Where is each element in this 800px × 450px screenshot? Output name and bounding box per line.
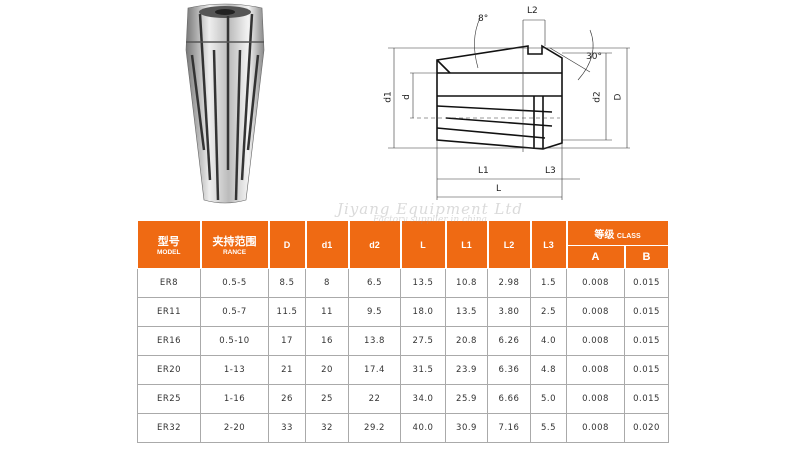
cell-class-a: 0.008 bbox=[566, 268, 625, 298]
header-class-b: B bbox=[624, 245, 670, 269]
header-L3: L3 bbox=[530, 220, 568, 269]
cell-L3: 5.5 bbox=[530, 413, 567, 443]
cell-L: 13.5 bbox=[400, 268, 446, 298]
label-d2: d2 bbox=[592, 91, 603, 103]
cell-L: 27.5 bbox=[400, 326, 446, 356]
cell-d2: 17.4 bbox=[348, 355, 401, 385]
cell-model: ER25 bbox=[137, 384, 201, 414]
header-class: 等级 CLASS bbox=[566, 220, 670, 246]
cell-model: ER16 bbox=[137, 326, 201, 356]
cell-L1: 30.9 bbox=[445, 413, 488, 443]
cell-L1: 20.8 bbox=[445, 326, 488, 356]
cell-L3: 4.0 bbox=[530, 326, 567, 356]
cell-class-b: 0.015 bbox=[624, 384, 669, 414]
cell-L2: 3.80 bbox=[487, 297, 531, 327]
cell-class-a: 0.008 bbox=[566, 326, 625, 356]
cell-D: 26 bbox=[268, 384, 306, 414]
table-row: ER11 0.5-7 11.5 11 9.5 18.0 13.5 3.80 2.5 0.008 0.… bbox=[137, 297, 669, 327]
header-d1: d1 bbox=[305, 220, 350, 269]
table-row: ER25 1-16 26 25 22 34.0 25.9 6.66 5.0 0.008 0.015 bbox=[137, 384, 669, 414]
cell-class-a: 0.008 bbox=[566, 355, 625, 385]
cell-range: 1-16 bbox=[200, 384, 269, 414]
cell-L3: 2.5 bbox=[530, 297, 567, 327]
header-d2: d2 bbox=[348, 220, 402, 269]
cell-class-b: 0.015 bbox=[624, 297, 669, 327]
table-row: ER20 1-13 21 20 17.4 31.5 23.9 6.36 4.8 0.008 0.01… bbox=[137, 355, 669, 385]
table-row: ER32 2-20 33 32 29.2 40.0 30.9 7.16 5.5 0.008 0.02… bbox=[137, 413, 669, 443]
technical-drawing bbox=[388, 17, 630, 200]
label-d: d bbox=[401, 94, 412, 100]
cell-d2: 22 bbox=[348, 384, 401, 414]
header-class-a: A bbox=[566, 245, 626, 269]
cell-L: 40.0 bbox=[400, 413, 446, 443]
cell-L: 18.0 bbox=[400, 297, 446, 327]
header-L2: L2 bbox=[487, 220, 532, 269]
label-l3: L3 bbox=[545, 166, 556, 176]
header-model: 型号 MODEL bbox=[137, 220, 202, 269]
cell-L2: 2.98 bbox=[487, 268, 531, 298]
cell-class-a: 0.008 bbox=[566, 413, 625, 443]
cell-range: 2-20 bbox=[200, 413, 269, 443]
cell-L: 34.0 bbox=[400, 384, 446, 414]
header-L: L bbox=[400, 220, 447, 269]
header-L1: L1 bbox=[445, 220, 489, 269]
cell-model: ER20 bbox=[137, 355, 201, 385]
header-D: D bbox=[268, 220, 307, 269]
cell-d2: 9.5 bbox=[348, 297, 401, 327]
label-l2: L2 bbox=[527, 6, 538, 16]
cell-L3: 4.8 bbox=[530, 355, 567, 385]
cell-d2: 13.8 bbox=[348, 326, 401, 356]
cell-class-b: 0.015 bbox=[624, 268, 669, 298]
cell-L2: 6.66 bbox=[487, 384, 531, 414]
cell-L1: 13.5 bbox=[445, 297, 488, 327]
er-collet-photo bbox=[185, 3, 265, 204]
table-row: ER8 0.5-5 8.5 8 6.5 13.5 10.8 2.98 1.5 0.008 0.015 bbox=[137, 268, 669, 298]
cell-d2: 6.5 bbox=[348, 268, 401, 298]
cell-d1: 25 bbox=[305, 384, 349, 414]
cell-model: ER32 bbox=[137, 413, 201, 443]
label-angle-8: 8° bbox=[478, 14, 489, 24]
cell-D: 33 bbox=[268, 413, 306, 443]
cell-D: 21 bbox=[268, 355, 306, 385]
label-d1: d1 bbox=[383, 91, 394, 103]
cell-L1: 10.8 bbox=[445, 268, 488, 298]
cell-L1: 25.9 bbox=[445, 384, 488, 414]
label-angle-30: 30° bbox=[586, 52, 602, 62]
table-row: ER16 0.5-10 17 16 13.8 27.5 20.8 6.26 4.0 0.008 0.… bbox=[137, 326, 669, 356]
cell-L2: 7.16 bbox=[487, 413, 531, 443]
watermark: Jiyang Equipment Ltd Factory supplier in… bbox=[336, 200, 524, 225]
cell-model: ER11 bbox=[137, 297, 201, 327]
cell-L: 31.5 bbox=[400, 355, 446, 385]
cell-d1: 20 bbox=[305, 355, 349, 385]
cell-range: 0.5-5 bbox=[200, 268, 269, 298]
cell-d1: 8 bbox=[305, 268, 349, 298]
cell-class-b: 0.015 bbox=[624, 326, 669, 356]
collet-spec-table: 型号 MODEL 夹持范围 RANCE D d1 d2 L L1 L2 L3 等级 … bbox=[137, 220, 670, 443]
cell-D: 17 bbox=[268, 326, 306, 356]
header-range: 夹持范围 RANCE bbox=[200, 220, 270, 269]
cell-range: 1-13 bbox=[200, 355, 269, 385]
cell-L2: 6.26 bbox=[487, 326, 531, 356]
cell-range: 0.5-7 bbox=[200, 297, 269, 327]
cell-D: 8.5 bbox=[268, 268, 306, 298]
cell-range: 0.5-10 bbox=[200, 326, 269, 356]
cell-model: ER8 bbox=[137, 268, 201, 298]
cell-L2: 6.36 bbox=[487, 355, 531, 385]
cell-D: 11.5 bbox=[268, 297, 306, 327]
cell-L1: 23.9 bbox=[445, 355, 488, 385]
label-D: D bbox=[613, 93, 624, 101]
cell-class-a: 0.008 bbox=[566, 297, 625, 327]
cell-d1: 11 bbox=[305, 297, 349, 327]
cell-class-b: 0.015 bbox=[624, 355, 669, 385]
cell-class-b: 0.020 bbox=[624, 413, 669, 443]
label-l1: L1 bbox=[478, 166, 489, 176]
cell-L3: 5.0 bbox=[530, 384, 567, 414]
cell-d1: 32 bbox=[305, 413, 349, 443]
label-l: L bbox=[496, 184, 502, 194]
cell-L3: 1.5 bbox=[530, 268, 567, 298]
cell-d1: 16 bbox=[305, 326, 349, 356]
cell-class-a: 0.008 bbox=[566, 384, 625, 414]
cell-d2: 29.2 bbox=[348, 413, 401, 443]
